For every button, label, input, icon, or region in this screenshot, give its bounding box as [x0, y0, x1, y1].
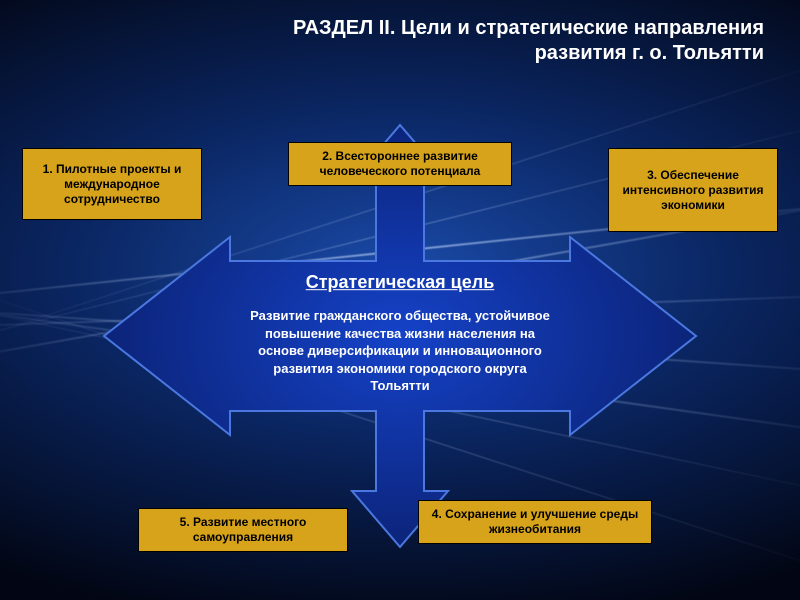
box-1-label: 1. Пилотные проекты и международное сотр…: [33, 162, 191, 207]
page-title-text: РАЗДЕЛ II. Цели и стратегические направл…: [293, 17, 764, 64]
box-3: 3. Обеспечение интенсивного развития эко…: [608, 148, 778, 232]
box-2-label: 2. Всестороннее развитие человеческого п…: [299, 149, 501, 179]
box-5: 5. Развитие местного самоуправления: [138, 508, 348, 552]
page-title: РАЗДЕЛ II. Цели и стратегические направл…: [204, 16, 764, 66]
strategic-goal-body: Развитие гражданского общества, устойчив…: [250, 307, 550, 395]
box-4-label: 4. Сохранение и улучшение среды жизнеоби…: [429, 507, 641, 537]
box-1: 1. Пилотные проекты и международное сотр…: [22, 148, 202, 220]
box-5-label: 5. Развитие местного самоуправления: [149, 515, 337, 545]
box-4: 4. Сохранение и улучшение среды жизнеоби…: [418, 500, 652, 544]
strategic-goal-title: Стратегическая цель: [250, 272, 550, 293]
cross-center-text: Стратегическая цель Развитие гражданског…: [250, 272, 550, 395]
box-3-label: 3. Обеспечение интенсивного развития эко…: [619, 168, 767, 213]
box-2: 2. Всестороннее развитие человеческого п…: [288, 142, 512, 186]
